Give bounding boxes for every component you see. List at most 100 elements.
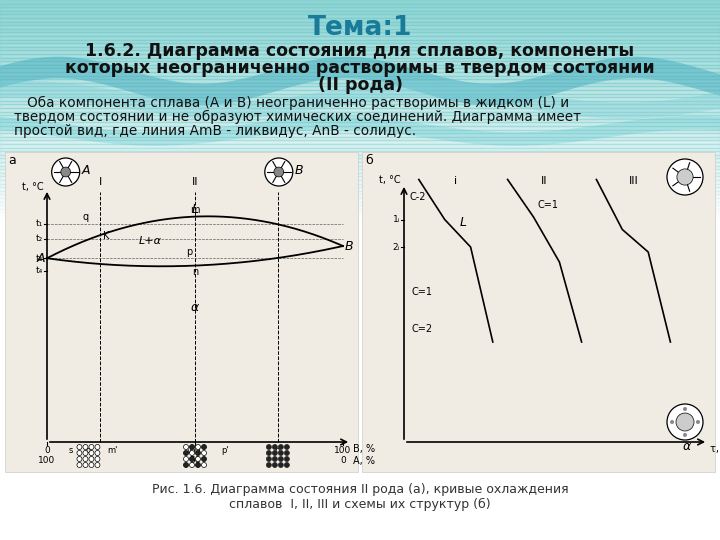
Polygon shape bbox=[0, 57, 720, 105]
Bar bbox=[0, 464, 720, 468]
Circle shape bbox=[89, 456, 94, 462]
Bar bbox=[0, 133, 720, 137]
Bar bbox=[0, 155, 720, 158]
Bar bbox=[0, 497, 720, 501]
Bar bbox=[0, 234, 720, 238]
Bar bbox=[0, 58, 720, 61]
Text: i: i bbox=[454, 176, 457, 186]
Bar bbox=[0, 353, 720, 356]
Text: A: A bbox=[37, 252, 45, 265]
Circle shape bbox=[95, 450, 100, 456]
Text: сплавов  I, II, III и схемы их структур (б): сплавов I, II, III и схемы их структур (… bbox=[229, 497, 491, 510]
Bar bbox=[0, 501, 720, 504]
Bar bbox=[0, 191, 720, 194]
Bar bbox=[0, 414, 720, 417]
Bar bbox=[0, 511, 720, 515]
Bar bbox=[0, 36, 720, 39]
Bar bbox=[0, 346, 720, 349]
Circle shape bbox=[279, 456, 284, 462]
Bar bbox=[0, 255, 720, 259]
Bar bbox=[0, 201, 720, 205]
Bar bbox=[0, 72, 720, 76]
Circle shape bbox=[274, 167, 284, 177]
Bar bbox=[0, 468, 720, 471]
Bar bbox=[0, 184, 720, 187]
Text: 2ᵢ: 2ᵢ bbox=[392, 242, 400, 252]
Bar bbox=[0, 130, 720, 133]
Text: 100: 100 bbox=[38, 456, 55, 465]
Circle shape bbox=[272, 456, 277, 462]
Bar bbox=[0, 281, 720, 285]
Bar bbox=[0, 295, 720, 299]
Text: t₂: t₂ bbox=[36, 234, 43, 243]
Bar bbox=[0, 342, 720, 346]
Text: τ, с: τ, с bbox=[710, 444, 720, 454]
Bar bbox=[0, 32, 720, 36]
Bar bbox=[0, 47, 720, 50]
Bar bbox=[0, 212, 720, 216]
Circle shape bbox=[266, 456, 271, 462]
Bar bbox=[0, 410, 720, 414]
FancyBboxPatch shape bbox=[362, 152, 715, 472]
Text: Рис. 1.6. Диаграмма состояния II рода (а), кривые охлаждения: Рис. 1.6. Диаграмма состояния II рода (а… bbox=[152, 483, 568, 496]
Bar bbox=[0, 29, 720, 32]
Text: 50: 50 bbox=[189, 446, 201, 455]
Bar bbox=[0, 385, 720, 389]
Bar bbox=[0, 371, 720, 374]
Bar bbox=[0, 223, 720, 227]
Bar bbox=[0, 25, 720, 29]
Circle shape bbox=[696, 420, 700, 424]
Bar bbox=[0, 331, 720, 335]
Circle shape bbox=[202, 450, 207, 456]
Bar bbox=[0, 119, 720, 123]
Text: 100: 100 bbox=[334, 446, 351, 455]
Bar bbox=[0, 320, 720, 324]
Bar bbox=[0, 137, 720, 140]
Bar bbox=[0, 309, 720, 313]
Circle shape bbox=[189, 450, 194, 456]
Bar bbox=[0, 147, 720, 151]
Bar bbox=[0, 374, 720, 378]
Bar bbox=[0, 50, 720, 54]
Circle shape bbox=[77, 450, 82, 456]
Circle shape bbox=[95, 456, 100, 462]
Bar bbox=[0, 205, 720, 209]
Bar bbox=[0, 173, 720, 177]
Bar bbox=[0, 471, 720, 475]
Text: II: II bbox=[192, 177, 198, 187]
Bar bbox=[0, 447, 720, 450]
Text: 1.6.2. Диаграмма состояния для сплавов, компоненты: 1.6.2. Диаграмма состояния для сплавов, … bbox=[86, 42, 634, 60]
Bar bbox=[0, 39, 720, 43]
Circle shape bbox=[202, 462, 207, 468]
Bar bbox=[0, 112, 720, 115]
Circle shape bbox=[279, 450, 284, 456]
FancyBboxPatch shape bbox=[5, 152, 358, 472]
Bar bbox=[0, 393, 720, 396]
Bar bbox=[0, 169, 720, 173]
Bar bbox=[0, 277, 720, 281]
Text: t, °C: t, °C bbox=[379, 175, 401, 185]
Text: L: L bbox=[192, 202, 199, 216]
Text: t, °C: t, °C bbox=[22, 182, 44, 192]
Bar bbox=[0, 407, 720, 410]
Bar bbox=[0, 18, 720, 22]
Bar bbox=[0, 227, 720, 231]
Circle shape bbox=[77, 462, 82, 468]
Bar bbox=[0, 417, 720, 421]
Bar bbox=[0, 166, 720, 169]
Bar bbox=[0, 475, 720, 479]
Bar bbox=[0, 363, 720, 367]
Text: б: б bbox=[365, 154, 373, 167]
Polygon shape bbox=[0, 116, 720, 146]
Bar bbox=[0, 536, 720, 540]
Bar bbox=[0, 123, 720, 126]
Bar bbox=[0, 216, 720, 220]
Circle shape bbox=[683, 407, 687, 411]
Bar bbox=[0, 151, 720, 155]
Text: 0: 0 bbox=[340, 456, 346, 465]
Bar bbox=[0, 292, 720, 295]
Text: 50: 50 bbox=[189, 456, 201, 465]
Bar bbox=[0, 432, 720, 436]
Circle shape bbox=[89, 450, 94, 456]
Bar bbox=[0, 518, 720, 522]
